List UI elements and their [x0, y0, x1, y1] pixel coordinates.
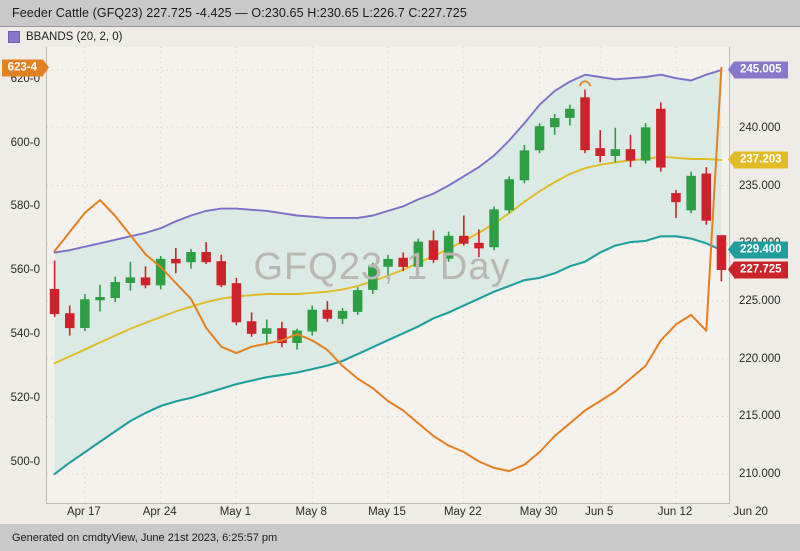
candle [292, 330, 302, 343]
candle [686, 175, 696, 211]
candle [625, 149, 636, 161]
candle [428, 240, 439, 260]
y-left-tick: 540-0 [10, 328, 40, 340]
bbands-lower-line [53, 235, 723, 476]
y-right-tick: 220.000 [739, 352, 781, 365]
swing-high-arc-marker [579, 80, 591, 87]
candle [262, 328, 272, 334]
price-tag-label: 245.005 [740, 63, 782, 76]
candle [231, 283, 242, 323]
candle [489, 209, 499, 248]
candle [443, 235, 454, 259]
x-axis-tick: May 1 [219, 506, 252, 518]
y-right-tick: 225.000 [739, 295, 781, 307]
x-axis: Apr 17 Apr 24 May 1 May 8 May 15 May 22 May 30… [46, 503, 768, 525]
candle [716, 235, 727, 270]
generated-on-label: Generated on cmdtyView, June 21st 2023, … [12, 531, 278, 544]
x-axis-tick: May 15 [368, 506, 406, 518]
candle [580, 97, 590, 151]
candle [413, 241, 424, 267]
candle [504, 179, 514, 211]
candle [640, 127, 651, 161]
x-axis-tick: Jun 20 [733, 506, 768, 518]
bbands-color-swatch [8, 31, 20, 43]
candle [307, 309, 317, 332]
candle [352, 290, 363, 312]
candle [671, 193, 681, 203]
y-left-tick: 500-0 [10, 455, 40, 468]
candle [550, 118, 560, 128]
y-right-tick: 235.000 [739, 179, 781, 192]
lower-band-tag: 229.400 [728, 241, 788, 259]
x-axis-tick: Apr 17 [66, 506, 101, 518]
candle [398, 257, 408, 267]
y-right-tick: 215.000 [739, 410, 781, 423]
x-axis-tick: Apr 24 [142, 506, 177, 518]
candle [595, 148, 605, 156]
candle [171, 258, 181, 264]
y-left-tick: 580-0 [10, 200, 40, 213]
chart-header: Feeder Cattle (GFQ23) 227.725 -4.425 — O… [0, 0, 800, 26]
price-tag-label: 623-4 [7, 61, 37, 74]
x-axis-tick: May 30 [519, 506, 558, 518]
candle [383, 258, 393, 267]
candle [216, 261, 226, 286]
candle [125, 277, 136, 283]
candle [474, 242, 484, 249]
y-left-tick: 560-0 [10, 264, 40, 277]
y-axis-right: 210.000215.000220.000225.000230.000235.0… [728, 47, 800, 503]
candle [565, 108, 575, 118]
candle [140, 277, 151, 286]
page-title: Feeder Cattle (GFQ23) 227.725 -4.425 — O… [12, 6, 467, 20]
candle [49, 288, 60, 315]
candlestick-series [49, 89, 727, 350]
candle [610, 149, 621, 156]
plot-area[interactable]: GFQ23, 1 Day [46, 47, 730, 504]
candle [368, 265, 378, 290]
candle [110, 282, 120, 298]
y-left-tick: 520-0 [10, 391, 40, 404]
candle [95, 297, 105, 301]
y-right-tick: 210.000 [739, 468, 781, 481]
corn-overlay-line [53, 66, 723, 473]
candle [277, 328, 287, 344]
candle [246, 321, 257, 334]
bbands-upper-line [53, 69, 723, 254]
candle [322, 309, 333, 319]
x-axis-tick: Jun 12 [657, 506, 693, 518]
y-right-tick: 240.000 [739, 121, 781, 134]
indicator-legend[interactable]: BBANDS (20, 2, 0) [0, 27, 800, 47]
chart-footer: Generated on cmdtyView, June 21st 2023, … [0, 524, 800, 551]
y-left-tick: 600-0 [10, 136, 40, 149]
left-overlay-tag: 623-4 [1, 59, 50, 77]
price-tag-label: 227.725 [740, 263, 782, 275]
candle [201, 252, 211, 263]
candle [534, 126, 545, 151]
middle-band-tag: 237.203 [728, 151, 788, 169]
candle [186, 252, 196, 263]
price-tag-label: 237.203 [740, 153, 782, 166]
candle [459, 235, 469, 244]
chart-frame: BBANDS (20, 2, 0) 500-0 520-0 540-0 560-0 58… [0, 26, 800, 526]
price-chart-svg [47, 47, 729, 503]
candle [701, 173, 711, 221]
x-axis-tick: May 8 [295, 506, 327, 518]
x-axis-tick: Jun 5 [585, 506, 614, 518]
candle [80, 299, 90, 329]
bbands-legend-label: BBANDS (20, 2, 0) [26, 31, 123, 43]
price-tag-label: 229.400 [740, 243, 782, 256]
candle [337, 310, 348, 319]
x-axis-tick: May 22 [443, 506, 482, 518]
upper-band-tag: 245.005 [728, 61, 788, 79]
candle [656, 108, 666, 168]
candle [519, 150, 530, 181]
y-axis-left: 500-0 520-0 540-0 560-0 580-0 600-0 620-0 623-4 [0, 47, 50, 503]
candle [65, 313, 75, 329]
last-price-tag: 227.725 [728, 261, 788, 278]
